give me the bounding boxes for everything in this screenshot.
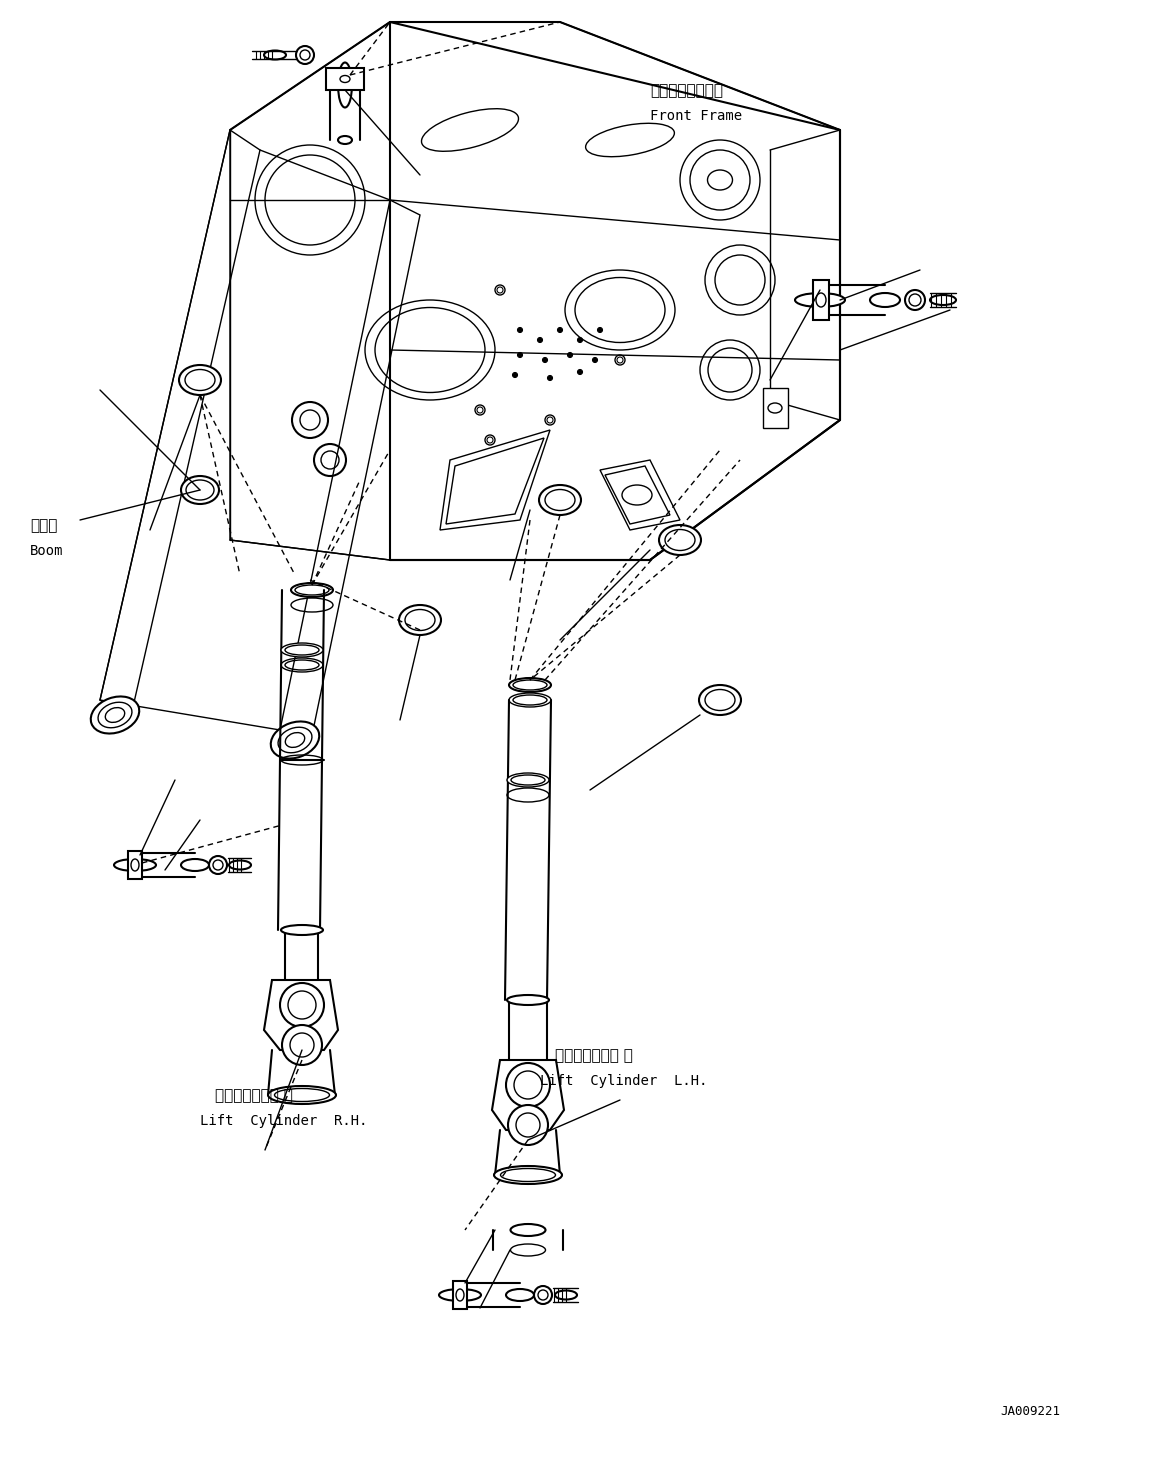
Circle shape (557, 328, 562, 332)
Circle shape (518, 353, 522, 357)
Circle shape (506, 1063, 550, 1107)
Ellipse shape (338, 63, 352, 108)
Text: ブーム: ブーム (30, 518, 57, 534)
Ellipse shape (268, 1086, 336, 1104)
Text: Lift  Cylinder  R.H.: Lift Cylinder R.H. (200, 1114, 368, 1128)
Circle shape (534, 1286, 551, 1303)
Bar (453, 1282, 467, 1309)
Circle shape (538, 337, 542, 343)
Ellipse shape (555, 1290, 577, 1299)
Text: Front Frame: Front Frame (650, 109, 742, 122)
Circle shape (509, 1105, 548, 1145)
Ellipse shape (334, 70, 356, 80)
Ellipse shape (291, 583, 333, 596)
Ellipse shape (870, 293, 900, 308)
Circle shape (592, 357, 598, 363)
Ellipse shape (509, 678, 551, 693)
Circle shape (542, 357, 548, 363)
Ellipse shape (179, 364, 221, 395)
Ellipse shape (114, 859, 156, 870)
Circle shape (577, 337, 583, 343)
Ellipse shape (181, 859, 209, 870)
Ellipse shape (281, 643, 323, 658)
Text: リフトシリンダ 右: リフトシリンダ 右 (215, 1088, 293, 1104)
Ellipse shape (539, 486, 580, 515)
Text: JA009221: JA009221 (1000, 1406, 1060, 1419)
Circle shape (906, 290, 925, 311)
Bar (326, 69, 365, 90)
Circle shape (209, 856, 228, 873)
Ellipse shape (795, 293, 845, 308)
Ellipse shape (493, 1166, 562, 1184)
Text: Lift  Cylinder  L.H.: Lift Cylinder L.H. (540, 1075, 707, 1088)
Ellipse shape (511, 1225, 546, 1236)
Ellipse shape (399, 605, 441, 636)
Ellipse shape (281, 924, 323, 935)
Ellipse shape (507, 994, 549, 1005)
Ellipse shape (930, 295, 956, 305)
Circle shape (282, 1025, 322, 1064)
Ellipse shape (264, 51, 286, 60)
Ellipse shape (181, 475, 219, 504)
Circle shape (512, 372, 518, 378)
Text: リフトシリンダ 左: リフトシリンダ 左 (555, 1048, 633, 1063)
Text: フロントフレーム: フロントフレーム (650, 83, 723, 98)
Circle shape (296, 47, 313, 64)
Ellipse shape (91, 697, 139, 733)
Ellipse shape (271, 722, 319, 758)
Circle shape (280, 983, 324, 1026)
Circle shape (548, 376, 553, 381)
Polygon shape (264, 980, 338, 1050)
Polygon shape (492, 1060, 564, 1130)
Circle shape (568, 353, 572, 357)
Ellipse shape (338, 136, 352, 144)
Ellipse shape (506, 1289, 534, 1301)
Bar (128, 851, 142, 879)
Text: Boom: Boom (30, 544, 64, 558)
Circle shape (577, 369, 583, 375)
Ellipse shape (659, 525, 701, 555)
Ellipse shape (699, 685, 741, 714)
Ellipse shape (507, 773, 549, 787)
Circle shape (518, 328, 522, 332)
Ellipse shape (439, 1289, 481, 1301)
Bar (763, 388, 788, 429)
Circle shape (598, 328, 603, 332)
Bar (813, 280, 829, 319)
Ellipse shape (229, 860, 251, 869)
